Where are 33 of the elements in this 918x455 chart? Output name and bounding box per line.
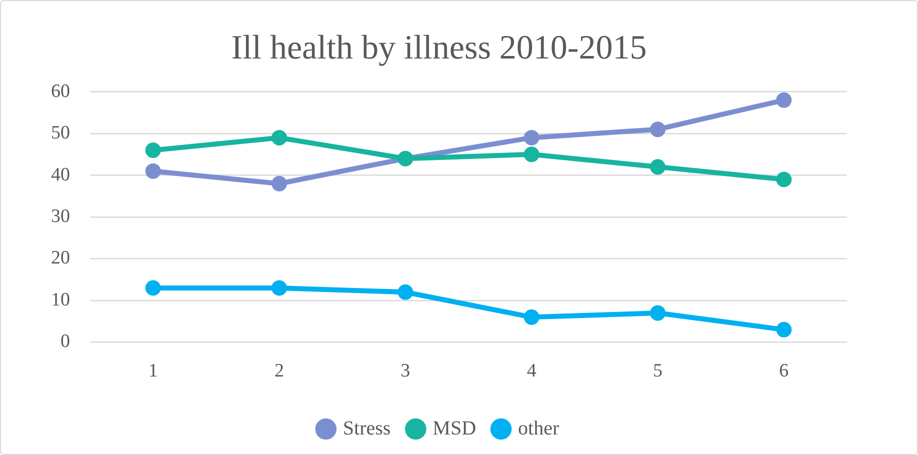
point bbox=[145, 280, 161, 296]
y-tick-label: 10 bbox=[51, 289, 70, 310]
point bbox=[145, 142, 161, 158]
point bbox=[272, 130, 287, 146]
point bbox=[524, 130, 540, 146]
y-tick-label: 20 bbox=[51, 248, 70, 269]
x-tick-label: 3 bbox=[400, 360, 410, 382]
y-tick-label: 50 bbox=[51, 122, 70, 144]
legend-label: Stress bbox=[342, 417, 391, 440]
legend-label: other bbox=[518, 417, 560, 440]
legend-label: MSD bbox=[432, 417, 476, 440]
point bbox=[650, 305, 666, 321]
point bbox=[145, 163, 161, 179]
point bbox=[524, 146, 540, 162]
point bbox=[272, 176, 287, 192]
y-tick-label: 0 bbox=[60, 331, 70, 352]
chart-title: Ill health by illness 2010-2015 bbox=[231, 29, 647, 66]
x-tick-label: 1 bbox=[148, 360, 158, 382]
point bbox=[272, 280, 287, 296]
x-tick-label: 2 bbox=[274, 360, 284, 382]
y-tick-label: 40 bbox=[51, 164, 70, 186]
point bbox=[524, 309, 540, 325]
y-tick-label: 30 bbox=[51, 206, 70, 227]
x-tick-label: 5 bbox=[653, 360, 662, 382]
point bbox=[776, 92, 792, 108]
point bbox=[650, 159, 666, 175]
x-tick-label: 4 bbox=[526, 360, 537, 382]
y-tick-label: 60 bbox=[51, 80, 70, 102]
point bbox=[776, 172, 792, 188]
x-tick-label: 6 bbox=[779, 360, 789, 382]
point bbox=[398, 284, 414, 300]
point bbox=[776, 322, 792, 338]
point bbox=[650, 122, 666, 138]
